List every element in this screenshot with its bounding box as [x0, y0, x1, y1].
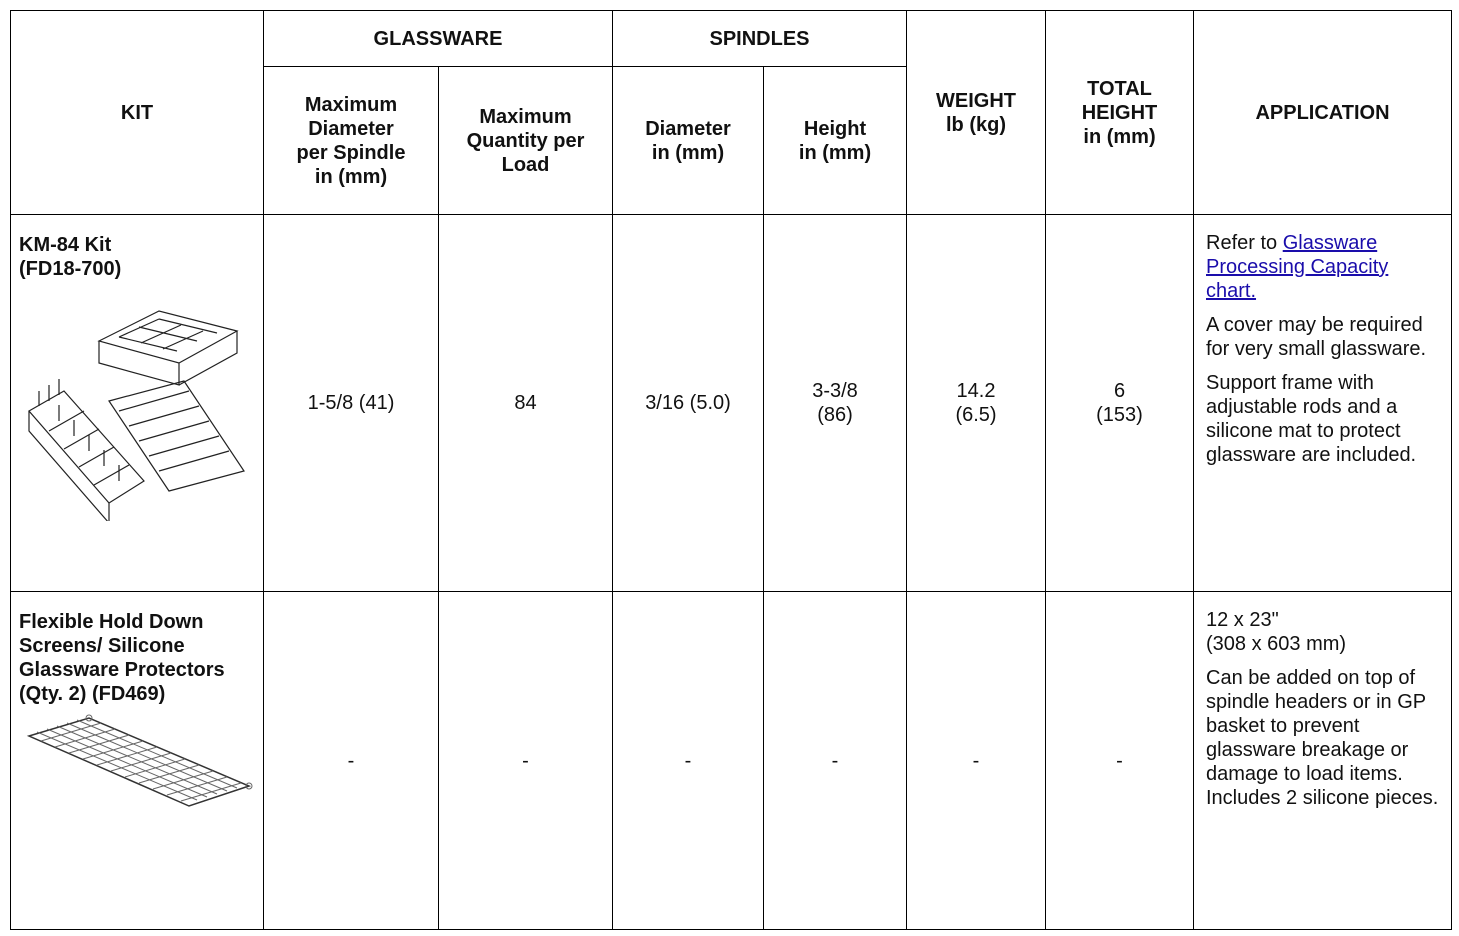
cell: -	[438, 591, 613, 930]
table-row: Flexible Hold Down Screens/ Silicone Gla…	[10, 591, 1452, 930]
mat	[108, 380, 245, 492]
spec-table: KIT GLASSWARE SPINDLES WEIGHT lb (kg) TO…	[10, 10, 1452, 930]
header-row: Maximum Diameter per Spindle in (mm) Max…	[11, 66, 1452, 215]
kit-image	[28, 310, 245, 521]
header-cell: KIT	[10, 10, 264, 215]
cell: 1-5/8 (41)	[263, 214, 439, 592]
rack	[28, 379, 145, 521]
table-row: KM-84 Kit (FD18-700) 1-5/8 (41) 84 3/1	[10, 214, 1452, 592]
application-cell: 12 x 23" (308 x 603 mm) Can be added on …	[1193, 591, 1452, 930]
cell: -	[763, 591, 907, 930]
header-cell: WEIGHT lb (kg)	[906, 10, 1046, 215]
header-row: KIT GLASSWARE SPINDLES WEIGHT lb (kg) TO…	[10, 10, 1452, 215]
header-cell: SPINDLES	[612, 10, 907, 67]
header-cell: GLASSWARE	[263, 10, 613, 67]
cell: -	[906, 591, 1046, 930]
kit-cell: KM-84 Kit (FD18-700)	[10, 214, 264, 592]
cell: 84	[438, 214, 613, 592]
cell: -	[263, 591, 439, 930]
paragraph: 12 x 23" (308 x 603 mm)	[1206, 609, 1347, 655]
header-cell: Maximum Quantity per Load	[438, 66, 613, 215]
cell: -	[612, 591, 764, 930]
cell: 3/16 (5.0)	[612, 214, 764, 592]
header-cell: Height in (mm)	[763, 66, 907, 215]
text: Refer to	[1206, 232, 1278, 254]
header-cell: Maximum Diameter per Spindle in (mm)	[263, 66, 439, 215]
paragraph: Refer to Glassware Processing Capacity c…	[1206, 231, 1439, 303]
kit-cell: Flexible Hold Down Screens/ Silicone Gla…	[10, 591, 264, 930]
tray	[97, 310, 239, 386]
kit-name: Flexible Hold Down Screens/ Silicone Gla…	[19, 611, 225, 705]
header-cell: TOTAL HEIGHT in (mm)	[1045, 10, 1194, 215]
application-cell: Refer to Glassware Processing Capacity c…	[1193, 214, 1452, 592]
paragraph: Support frame with adjustable rods and a…	[1206, 372, 1417, 466]
cell: 3-3/8 (86)	[763, 214, 907, 592]
kit-image	[26, 714, 253, 807]
cell: 14.2 (6.5)	[906, 214, 1046, 592]
link[interactable]: Glassware Processing Capacity chart.	[1206, 232, 1389, 302]
paragraph: A cover may be required for very small g…	[1206, 314, 1427, 360]
kit-name: KM-84 Kit (FD18-700)	[19, 234, 122, 280]
header-cell: Diameter in (mm)	[612, 66, 764, 215]
cell: -	[1045, 591, 1194, 930]
cell: 6 (153)	[1045, 214, 1194, 592]
paragraph: Can be added on top of spindle headers o…	[1206, 667, 1439, 809]
header-cell: APPLICATION	[1193, 10, 1452, 215]
